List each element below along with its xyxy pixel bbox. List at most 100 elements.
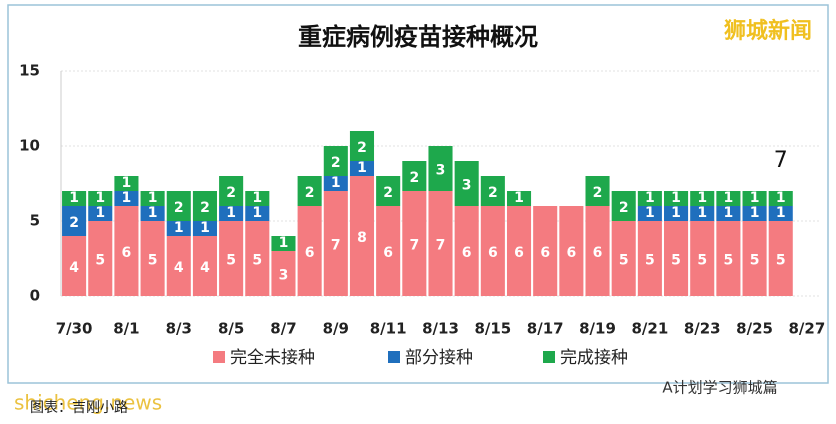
data-label: 6 bbox=[566, 245, 576, 261]
data-label: 4 bbox=[200, 260, 210, 276]
bar-segment bbox=[245, 221, 270, 296]
x-tick-label: 8/13 bbox=[422, 320, 459, 338]
bar-segment bbox=[664, 221, 689, 296]
legend-swatch bbox=[543, 351, 555, 363]
data-label: 1 bbox=[750, 190, 760, 206]
bar-segment bbox=[114, 191, 139, 206]
data-label: 1 bbox=[252, 190, 262, 206]
bar-segment bbox=[62, 236, 87, 296]
data-label: 1 bbox=[776, 190, 786, 206]
data-label: 5 bbox=[148, 253, 158, 269]
x-tick-label: 8/19 bbox=[579, 320, 616, 338]
bar-segment bbox=[219, 221, 244, 296]
y-tick-label: 15 bbox=[19, 62, 40, 80]
legend-swatch bbox=[388, 351, 400, 363]
data-label: 5 bbox=[671, 253, 681, 269]
data-label: 1 bbox=[148, 190, 158, 206]
data-label: 1 bbox=[671, 190, 681, 206]
data-label: 3 bbox=[279, 268, 289, 284]
bar-segment bbox=[611, 191, 636, 221]
bar-segment bbox=[506, 206, 532, 296]
data-label: 6 bbox=[462, 245, 472, 261]
data-label: 1 bbox=[95, 205, 105, 221]
bar-segment bbox=[742, 221, 767, 296]
bar-segment bbox=[62, 191, 87, 206]
y-tick-label: 0 bbox=[30, 287, 40, 305]
bar-segment bbox=[166, 221, 191, 236]
data-label: 2 bbox=[69, 215, 79, 231]
bar-segment bbox=[140, 206, 165, 221]
x-tick-label: 8/5 bbox=[218, 320, 244, 338]
bar-segment bbox=[297, 176, 322, 206]
bar-segment bbox=[323, 191, 348, 296]
data-label: 7 bbox=[436, 238, 446, 254]
bar-segment bbox=[664, 191, 689, 206]
y-tick-label: 5 bbox=[30, 212, 40, 230]
bar-segment bbox=[454, 206, 479, 296]
x-tick-label: 8/23 bbox=[684, 320, 721, 338]
data-label: 7 bbox=[409, 238, 419, 254]
bar-segment bbox=[611, 221, 636, 296]
bar-segment bbox=[349, 176, 375, 296]
x-tick-label: 8/25 bbox=[736, 320, 773, 338]
data-label: 3 bbox=[462, 178, 472, 194]
bar-segment bbox=[271, 236, 296, 251]
data-label: 1 bbox=[750, 205, 760, 221]
bar-segment bbox=[533, 206, 558, 296]
bar-segment bbox=[637, 206, 662, 221]
bar-segment bbox=[166, 191, 191, 221]
bar-segment bbox=[428, 191, 453, 296]
bar-segment bbox=[376, 176, 401, 206]
bar-segment bbox=[114, 176, 139, 191]
legend-label: 部分接种 bbox=[405, 348, 473, 368]
bar-segment bbox=[245, 191, 270, 206]
bar-segment bbox=[192, 236, 217, 296]
data-label: 7 bbox=[331, 238, 341, 254]
data-label: 6 bbox=[305, 245, 315, 261]
data-label: 1 bbox=[200, 220, 210, 236]
data-label: 1 bbox=[122, 190, 132, 206]
bar-segment bbox=[140, 221, 165, 296]
data-label: 1 bbox=[174, 220, 184, 236]
data-label: 1 bbox=[671, 205, 681, 221]
data-label: 2 bbox=[593, 185, 603, 201]
data-label: 1 bbox=[645, 205, 655, 221]
data-label: 4 bbox=[69, 260, 79, 276]
bar-segment bbox=[637, 221, 662, 296]
bar-segment bbox=[245, 206, 270, 221]
x-tick-label: 8/21 bbox=[631, 320, 668, 338]
x-tick-label: 7/30 bbox=[56, 320, 93, 338]
bar-segment bbox=[664, 206, 689, 221]
data-label: 4 bbox=[174, 260, 184, 276]
data-label: 5 bbox=[697, 253, 707, 269]
y-tick-label: 10 bbox=[19, 137, 40, 155]
annotation: 7 bbox=[774, 148, 788, 173]
bar-segment bbox=[376, 206, 401, 296]
bar-segment bbox=[559, 206, 584, 296]
data-label: 1 bbox=[226, 205, 236, 221]
data-label: 1 bbox=[697, 205, 707, 221]
data-label: 5 bbox=[95, 253, 105, 269]
bar-segment bbox=[219, 176, 244, 206]
bar-segment bbox=[402, 191, 427, 296]
bar-segment bbox=[88, 191, 113, 206]
data-label: 2 bbox=[174, 200, 184, 216]
data-label: 1 bbox=[776, 205, 786, 221]
data-label: 2 bbox=[409, 170, 419, 186]
data-label: 2 bbox=[357, 140, 367, 156]
bar-segment bbox=[140, 191, 165, 206]
data-label: 5 bbox=[619, 253, 629, 269]
data-label: 2 bbox=[226, 185, 236, 201]
data-label: 1 bbox=[331, 175, 341, 191]
caption: 图表：吉刚小路 bbox=[30, 400, 128, 416]
bar-segment bbox=[428, 146, 453, 191]
data-label: 1 bbox=[279, 235, 289, 251]
bar-segment bbox=[690, 221, 715, 296]
data-label: 1 bbox=[122, 175, 132, 191]
data-label: 6 bbox=[540, 245, 550, 261]
data-label: 2 bbox=[305, 185, 315, 201]
data-label: 2 bbox=[383, 185, 393, 201]
x-tick-label: 8/27 bbox=[789, 320, 826, 338]
bar-segment bbox=[323, 146, 348, 176]
